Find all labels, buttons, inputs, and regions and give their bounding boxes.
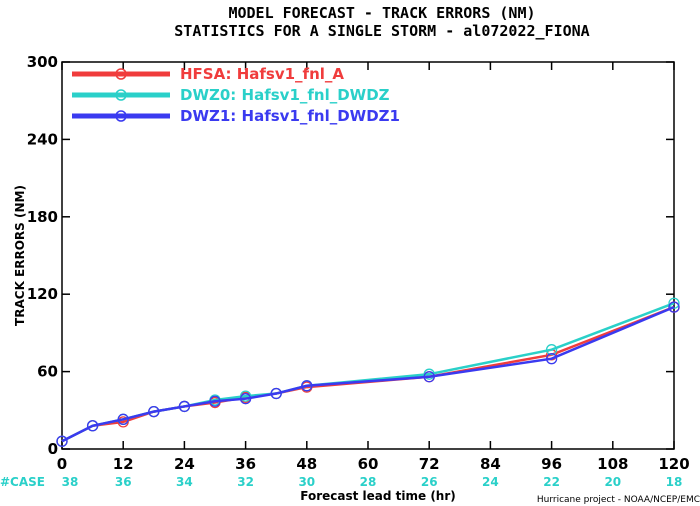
y-tick-label: 60 xyxy=(37,363,58,381)
case-count: 32 xyxy=(237,475,254,489)
series-line xyxy=(61,302,675,443)
data-point xyxy=(86,420,99,432)
legend-entry: HFSA: Hafsv1_fnl_A xyxy=(180,65,344,83)
data-point xyxy=(178,400,191,413)
data-point xyxy=(301,380,313,392)
legend-marker xyxy=(115,89,127,101)
plot-area xyxy=(56,61,680,450)
case-count: 34 xyxy=(176,475,193,489)
data-point xyxy=(668,301,680,313)
credit-text: Hurricane project - NOAA/NCEP/EMC xyxy=(537,495,700,505)
case-count: 20 xyxy=(604,475,621,489)
data-point xyxy=(56,435,68,447)
data-point xyxy=(117,413,129,425)
case-count: 26 xyxy=(421,475,438,489)
case-label: #CASE xyxy=(0,475,45,489)
chart-subtitle: STATISTICS FOR A SINGLE STORM - al072022… xyxy=(174,22,589,40)
data-point xyxy=(423,371,435,383)
data-point xyxy=(239,393,252,405)
data-point xyxy=(209,395,221,407)
x-tick-label: 0 xyxy=(57,455,67,473)
x-tick-label: 72 xyxy=(419,455,440,473)
x-tick-label: 60 xyxy=(358,455,379,473)
data-point xyxy=(545,344,558,356)
x-tick-label: 48 xyxy=(296,455,317,473)
legend-entry: DWZ0: Hafsv1_fnl_DWDZ xyxy=(180,86,390,104)
series-line xyxy=(61,305,675,443)
series-line xyxy=(61,305,675,443)
case-count: 18 xyxy=(666,475,683,489)
y-tick-label: 120 xyxy=(27,285,58,303)
x-axis-label: Forecast lead time (hr) xyxy=(300,489,456,503)
series-2 xyxy=(56,301,680,447)
data-point xyxy=(270,387,282,400)
x-tick-label: 96 xyxy=(541,455,562,473)
case-count: 36 xyxy=(115,475,132,489)
y-tick-label: 300 xyxy=(27,53,58,71)
x-tick-label: 36 xyxy=(235,455,256,473)
case-count: 38 xyxy=(62,475,79,489)
series-0 xyxy=(56,301,680,447)
x-tick-label: 24 xyxy=(174,455,195,473)
case-count: 28 xyxy=(360,475,377,489)
series-1 xyxy=(56,297,680,447)
chart-title: MODEL FORECAST - TRACK ERRORS (NM) xyxy=(228,4,535,22)
case-count: 30 xyxy=(298,475,315,489)
x-tick-label: 12 xyxy=(113,455,134,473)
x-tick-label: 108 xyxy=(597,455,628,473)
data-point xyxy=(148,405,160,418)
legend-entry: DWZ1: Hafsv1_fnl_DWDZ1 xyxy=(180,107,400,125)
x-tick-label: 84 xyxy=(480,455,501,473)
case-count: 24 xyxy=(482,475,499,489)
y-tick-label: 240 xyxy=(27,130,58,148)
case-count: 22 xyxy=(543,475,560,489)
y-tick-label: 180 xyxy=(27,208,58,226)
y-tick-label: 0 xyxy=(48,440,58,458)
legend-marker xyxy=(115,68,127,80)
data-point xyxy=(545,353,558,365)
x-tick-label: 120 xyxy=(658,455,689,473)
y-axis-label: TRACK ERRORS (NM) xyxy=(13,185,27,326)
legend: HFSA: Hafsv1_fnl_A DWZ0: Hafsv1_fnl_DWDZ D… xyxy=(72,65,400,125)
legend-marker xyxy=(115,110,127,122)
